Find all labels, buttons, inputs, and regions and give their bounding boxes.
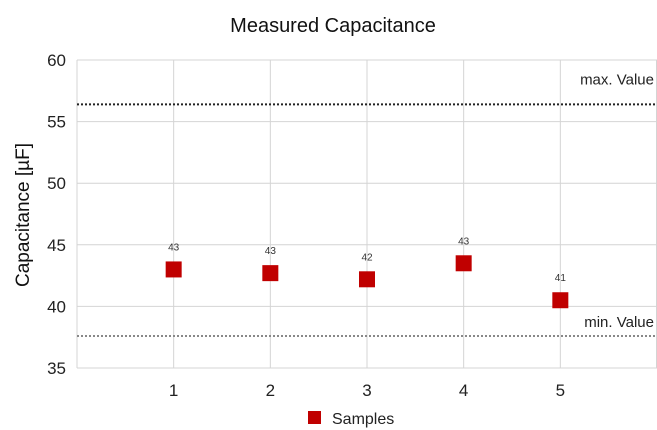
- reference-label-max: max. Value: [580, 71, 654, 88]
- y-tick-labels: 35 40 45 50 55 60: [47, 51, 66, 378]
- legend-label-samples: Samples: [332, 411, 394, 428]
- y-tick-label: 60: [47, 51, 66, 70]
- y-tick-label: 50: [47, 174, 66, 193]
- data-point: [165, 261, 182, 278]
- y-tick-label: 35: [47, 359, 66, 378]
- data-point: [262, 265, 279, 282]
- y-tick-label: 40: [47, 297, 66, 316]
- x-tick-labels: 1 2 3 4 5: [169, 381, 565, 400]
- x-tick-label: 1: [169, 381, 178, 400]
- x-tick-label: 2: [266, 381, 275, 400]
- data-label: 43: [458, 236, 470, 247]
- grid-lines: [76, 59, 657, 369]
- legend: Samples: [308, 411, 394, 428]
- y-axis-label: Capacitance [µF]: [13, 143, 34, 287]
- data-point: [359, 271, 375, 288]
- x-tick-label: 3: [362, 381, 371, 400]
- data-label: 43: [265, 246, 277, 257]
- reference-lines: max. Value min. Value: [77, 71, 657, 337]
- x-tick-label: 4: [459, 381, 468, 400]
- x-tick-label: 5: [556, 381, 565, 400]
- data-points: 43 43 42 43 41: [165, 236, 569, 309]
- reference-label-min: min. Value: [584, 314, 654, 331]
- y-tick-label: 55: [47, 113, 66, 132]
- legend-swatch-samples: [308, 411, 321, 424]
- chart-title: Measured Capacitance: [230, 15, 436, 37]
- data-point: [455, 255, 472, 272]
- data-label: 41: [555, 273, 567, 284]
- data-point: [552, 292, 569, 309]
- y-tick-label: 45: [47, 236, 66, 255]
- data-label: 43: [168, 242, 180, 253]
- data-label: 42: [361, 252, 373, 263]
